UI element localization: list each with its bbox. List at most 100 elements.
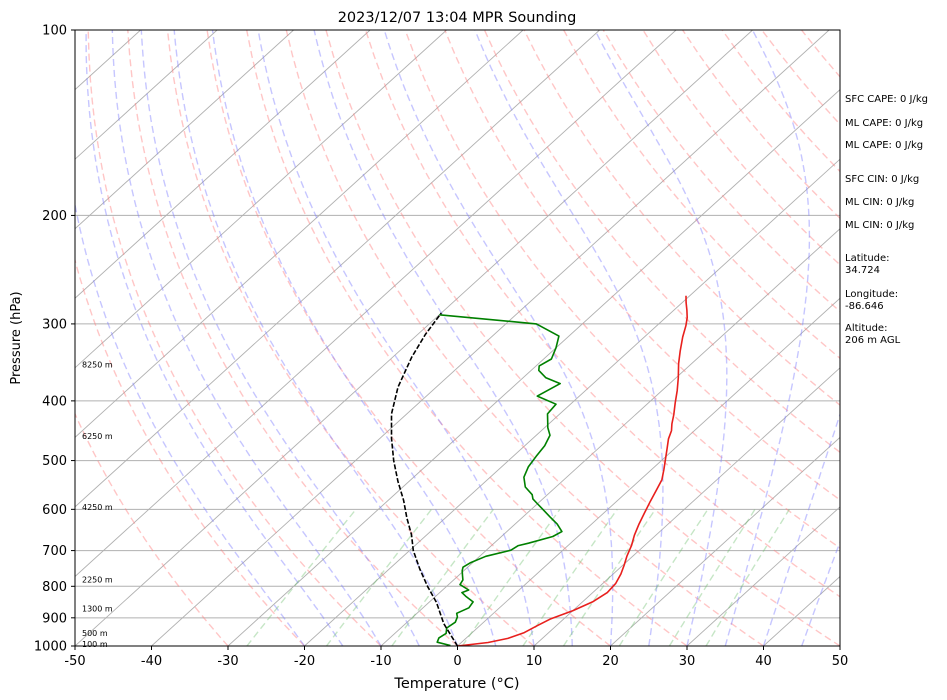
profile-line-1 [457, 295, 688, 646]
moist-adiabat-line [474, 30, 664, 646]
x-tick-label: -20 [294, 654, 315, 669]
x-tick-label: 50 [832, 654, 849, 669]
y-tick-label: 200 [42, 209, 67, 224]
isotherm-line [151, 30, 830, 646]
dry-adiabat-line [206, 30, 611, 646]
dry-adiabat-line [75, 257, 306, 646]
info-sfc-cin: SFC CIN: 0 J/kg [845, 174, 919, 185]
isotherm-line [75, 30, 753, 646]
moist-adiabat-line [594, 30, 728, 646]
moist-adiabat-line [383, 30, 614, 646]
info-ml-cape-2: ML CAPE: 0 J/kg [845, 140, 923, 151]
y-tick-label: 400 [42, 394, 67, 409]
moist-adiabat-line [111, 30, 382, 646]
dry-adiabat-line [285, 30, 764, 646]
height-label: 4250 m [82, 503, 113, 512]
x-tick-label: 30 [679, 654, 696, 669]
dry-adiabat-line [246, 30, 688, 646]
x-tick-label: -30 [217, 654, 238, 669]
x-tick-label: 10 [526, 654, 543, 669]
isotherm-line [227, 89, 840, 646]
mixing-ratio-line [618, 508, 709, 646]
x-tick-label: -40 [141, 654, 162, 669]
height-label: 8250 m [82, 360, 113, 369]
axis-ticks: -50 -40 -30 -20 -10 0 10 20 30 40 50 100 200 300 400 50… [34, 24, 848, 670]
isotherm-line [75, 30, 524, 438]
dry-adiabat-line [166, 30, 535, 646]
info-ml-cin-2: ML CIN: 0 J/kg [845, 220, 914, 231]
moist-adiabat-line [173, 30, 459, 646]
moist-adiabat-line [724, 30, 811, 646]
info-altitude-value: 206 m AGL [845, 335, 901, 346]
moist-adiabat-line [75, 201, 306, 646]
dry-adiabat-line [602, 30, 840, 313]
mixing-ratio-line [246, 508, 357, 646]
info-longitude-value: -86.646 [845, 301, 884, 312]
y-tick-label: 600 [42, 503, 67, 518]
x-tick-label: 20 [602, 654, 619, 669]
isotherm-line [75, 30, 600, 508]
dry-adiabat-line [404, 30, 840, 549]
y-tick-label: 500 [42, 454, 67, 469]
dry-adiabat-line [563, 30, 840, 360]
y-tick-label: 100 [42, 24, 67, 39]
height-label: 100 m [82, 640, 108, 649]
info-latitude-value: 34.724 [845, 265, 880, 276]
y-tick-label: 300 [42, 317, 67, 332]
info-ml-cin: ML CIN: 0 J/kg [845, 197, 914, 208]
moist-adiabat-line [140, 30, 420, 646]
isotherm-line [457, 297, 840, 646]
info-longitude-label: Longitude: [845, 289, 898, 300]
moist-adiabat-line [313, 30, 573, 646]
height-label: 500 m [82, 629, 108, 638]
info-sfc-cape: SFC CAPE: 0 J/kg [845, 94, 928, 105]
isotherm-line [75, 30, 677, 578]
chart-title: 2023/12/07 13:04 MPR Sounding [338, 10, 577, 26]
moist-adiabat-line [85, 30, 344, 646]
height-label: 6250 m [82, 432, 113, 441]
x-tick-label: -10 [370, 654, 391, 669]
profile-lines [390, 295, 688, 646]
isotherm-line [75, 30, 447, 369]
isotherm-line [533, 367, 840, 646]
isotherm-line [75, 30, 218, 160]
isotherm-line [610, 436, 840, 646]
mixing-ratio-line [461, 508, 561, 646]
height-labels: 8250 m 6250 m 4250 m 2250 m 1300 m 500 m 100 m [82, 360, 113, 649]
info-latitude-label: Latitude: [845, 253, 890, 264]
dry-adiabat-line [127, 30, 458, 646]
mixing-ratio-line [562, 508, 656, 646]
profile-line-3 [390, 312, 459, 646]
isotherm-line [75, 30, 371, 299]
isotherm-line [304, 158, 840, 646]
y-axis-title: Pressure (hPa) [9, 291, 24, 384]
y-tick-label: 700 [42, 544, 67, 559]
profile-line-2 [436, 314, 563, 646]
isotherm-line [686, 506, 840, 646]
mixing-ratio-line [705, 508, 790, 646]
isotherm-line [380, 228, 840, 646]
isotherm-line [75, 30, 294, 230]
background-lines [75, 30, 947, 646]
moist-adiabat-line [211, 30, 497, 646]
mixing-ratio-line [391, 508, 494, 646]
x-tick-label: 40 [755, 654, 772, 669]
mixing-ratio-line [325, 508, 433, 646]
height-label: 1300 m [82, 605, 113, 614]
moist-adiabat-line [257, 30, 535, 646]
info-ml-cape: ML CAPE: 0 J/kg [845, 118, 923, 129]
dry-adiabat-line [920, 30, 947, 646]
y-tick-label: 1000 [34, 640, 67, 655]
info-altitude-label: Altitude: [845, 323, 887, 334]
x-tick-label: 0 [453, 654, 461, 669]
info-panel: SFC CAPE: 0 J/kg ML CAPE: 0 J/kg ML CAPE… [845, 94, 928, 346]
dry-adiabat-line [444, 30, 840, 501]
dry-adiabat-line [325, 30, 840, 646]
height-label: 2250 m [82, 576, 113, 585]
y-tick-label: 900 [42, 611, 67, 626]
moist-adiabat-line [801, 540, 840, 646]
dry-adiabat-line [87, 30, 382, 646]
moist-adiabat-line [762, 412, 840, 646]
x-axis-title: Temperature (°C) [393, 676, 519, 692]
